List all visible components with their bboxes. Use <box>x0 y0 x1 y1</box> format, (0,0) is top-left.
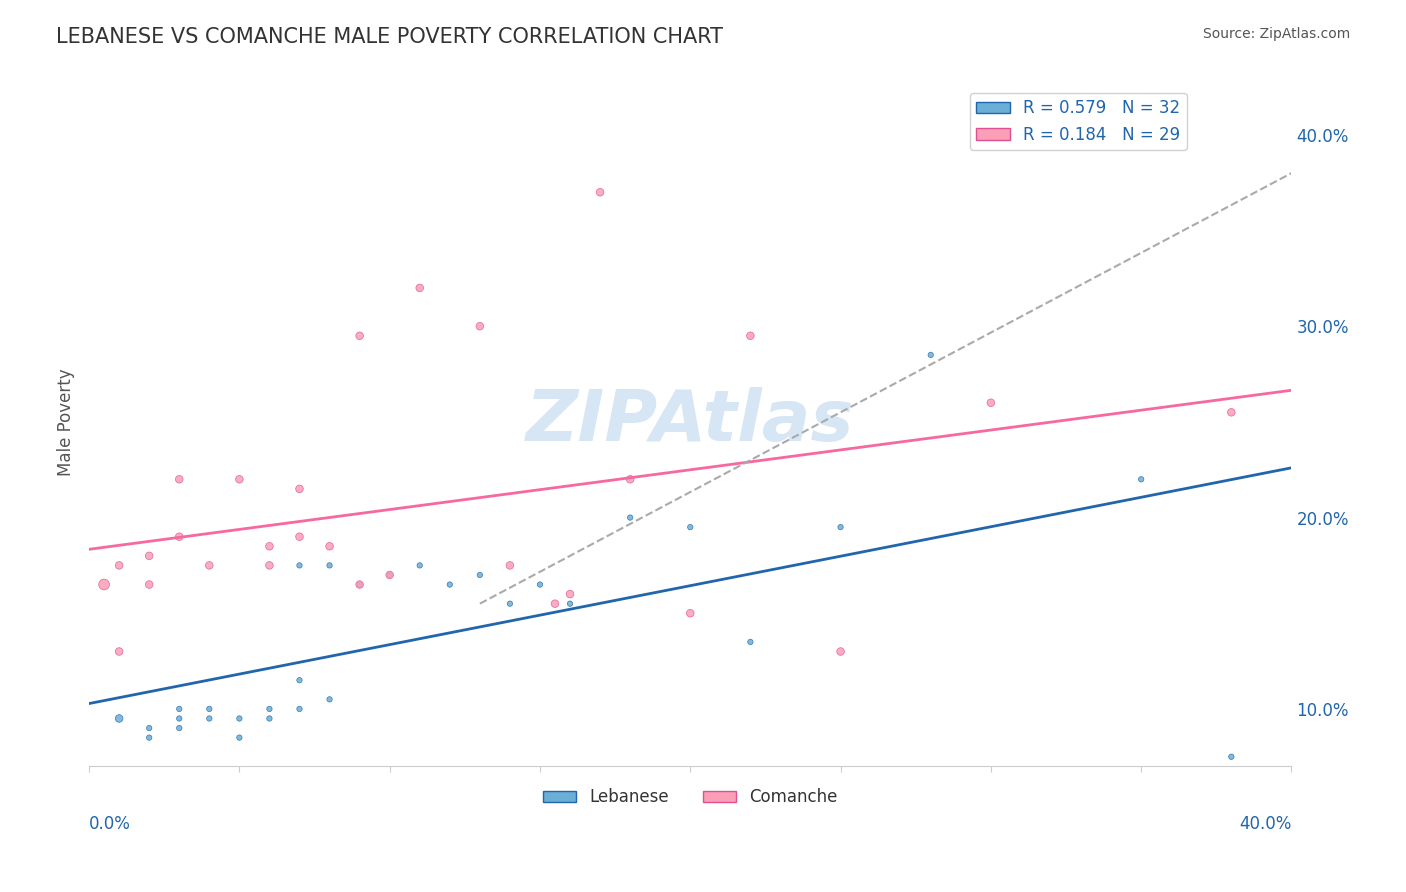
Point <box>619 510 641 524</box>
Point <box>409 558 432 573</box>
Point <box>679 520 702 534</box>
Point <box>529 577 551 591</box>
Point <box>288 558 311 573</box>
Point <box>108 644 131 658</box>
Point <box>167 711 190 725</box>
Point <box>288 530 311 544</box>
Point <box>167 472 190 486</box>
Point <box>830 644 852 658</box>
Point <box>558 587 581 601</box>
Point <box>468 568 491 582</box>
Point <box>679 606 702 620</box>
Point <box>259 711 281 725</box>
Point <box>138 731 160 745</box>
Text: 0.0%: 0.0% <box>89 814 131 832</box>
Point <box>288 673 311 688</box>
Point <box>93 577 115 591</box>
Point <box>198 702 221 716</box>
Point <box>108 711 131 725</box>
Point <box>288 702 311 716</box>
Point <box>378 568 401 582</box>
Point <box>167 702 190 716</box>
Point <box>228 711 250 725</box>
Point <box>167 721 190 735</box>
Point <box>830 520 852 534</box>
Point <box>1130 472 1153 486</box>
Text: ZIPAtlas: ZIPAtlas <box>526 387 855 457</box>
Point <box>318 539 340 553</box>
Point <box>228 731 250 745</box>
Point <box>108 558 131 573</box>
Text: 40.0%: 40.0% <box>1239 814 1292 832</box>
Point <box>138 721 160 735</box>
Point <box>589 186 612 200</box>
Y-axis label: Male Poverty: Male Poverty <box>58 368 75 475</box>
Point <box>167 530 190 544</box>
Point <box>138 577 160 591</box>
Point <box>198 711 221 725</box>
Point <box>558 597 581 611</box>
Point <box>198 558 221 573</box>
Point <box>349 577 371 591</box>
Text: Source: ZipAtlas.com: Source: ZipAtlas.com <box>1202 27 1350 41</box>
Point <box>349 577 371 591</box>
Point <box>1220 405 1243 419</box>
Point <box>740 328 762 343</box>
Point <box>318 692 340 706</box>
Point <box>409 281 432 295</box>
Legend: Lebanese, Comanche: Lebanese, Comanche <box>536 781 844 814</box>
Point <box>378 568 401 582</box>
Point <box>228 472 250 486</box>
Point <box>288 482 311 496</box>
Point <box>318 558 340 573</box>
Point <box>1220 749 1243 764</box>
Point <box>740 635 762 649</box>
Text: LEBANESE VS COMANCHE MALE POVERTY CORRELATION CHART: LEBANESE VS COMANCHE MALE POVERTY CORREL… <box>56 27 723 46</box>
Point <box>259 702 281 716</box>
Point <box>468 319 491 334</box>
Point <box>138 549 160 563</box>
Point <box>499 597 522 611</box>
Point <box>499 558 522 573</box>
Point <box>439 577 461 591</box>
Point <box>349 328 371 343</box>
Point <box>544 597 567 611</box>
Point <box>920 348 942 362</box>
Point <box>259 558 281 573</box>
Point <box>619 472 641 486</box>
Point <box>980 396 1002 410</box>
Point <box>259 539 281 553</box>
